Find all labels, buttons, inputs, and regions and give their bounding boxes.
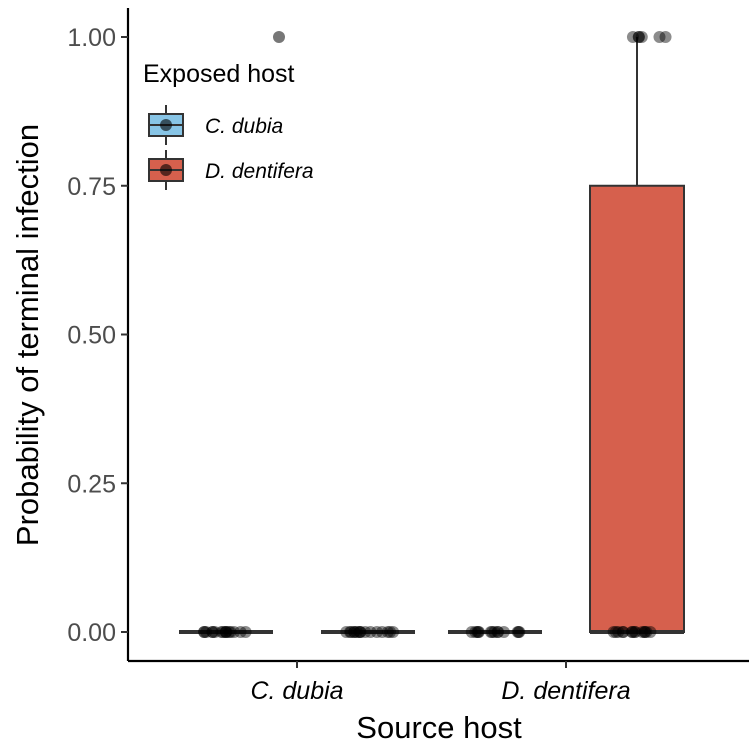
data-point <box>472 626 485 638</box>
data-point <box>465 626 478 638</box>
data-point <box>616 626 629 638</box>
data-point <box>198 626 211 638</box>
data-point <box>359 626 372 638</box>
legend-item: C. dubia <box>148 105 283 145</box>
data-point <box>354 626 367 638</box>
box-group <box>179 31 285 638</box>
data-point <box>609 626 622 638</box>
data-point <box>626 31 639 43</box>
data-point <box>612 626 625 638</box>
data-point <box>626 626 639 638</box>
legend-point <box>160 119 172 131</box>
data-point <box>376 626 389 638</box>
data-point <box>659 31 672 43</box>
y-tick-label: 0.00 <box>67 619 116 647</box>
data-point <box>224 626 237 638</box>
data-point <box>638 626 651 638</box>
data-point <box>364 626 377 638</box>
data-point <box>471 626 484 638</box>
data-point <box>198 626 211 638</box>
data-point <box>228 626 241 638</box>
data-point <box>512 626 525 638</box>
data-point <box>628 626 641 638</box>
data-point <box>223 626 236 638</box>
data-point <box>632 31 645 43</box>
x-tick-label: D. dentifera <box>501 677 630 705</box>
plot-area <box>179 31 685 638</box>
data-point <box>484 626 497 638</box>
data-point <box>215 626 228 638</box>
y-tick-label: 0.25 <box>67 470 116 498</box>
box-group <box>321 626 415 638</box>
data-point <box>497 626 510 638</box>
data-point <box>491 626 504 638</box>
legend: Exposed host C. dubia D. dentifera <box>143 60 314 190</box>
data-point <box>344 626 357 638</box>
data-point <box>370 626 383 638</box>
x-axis-title: Source host <box>356 710 522 744</box>
data-point <box>617 626 630 638</box>
box-group <box>589 31 685 638</box>
data-point <box>653 31 666 43</box>
legend-label: D. dentifera <box>205 160 314 183</box>
data-point <box>219 626 232 638</box>
data-point <box>381 626 394 638</box>
data-point <box>469 626 482 638</box>
data-point <box>234 626 247 638</box>
data-point <box>239 626 252 638</box>
box <box>589 184 685 633</box>
data-point <box>206 626 219 638</box>
legend-label: C. dubia <box>205 115 283 138</box>
box-group <box>448 626 542 638</box>
data-point <box>644 626 657 638</box>
data-point <box>353 626 366 638</box>
data-point <box>220 626 233 638</box>
data-point <box>200 626 213 638</box>
y-tick-label: 1.00 <box>67 24 116 52</box>
data-point <box>638 626 651 638</box>
data-point <box>640 626 653 638</box>
legend-item: D. dentifera <box>148 150 314 190</box>
data-point <box>348 626 361 638</box>
data-point <box>208 626 221 638</box>
data-point <box>206 626 219 638</box>
outlier-point <box>273 31 285 43</box>
data-point <box>472 626 485 638</box>
data-point <box>625 626 638 638</box>
y-tick-label: 0.50 <box>67 322 116 350</box>
data-point <box>384 626 397 638</box>
data-point <box>492 626 505 638</box>
data-point <box>348 626 361 638</box>
data-point <box>636 626 649 638</box>
y-tick-label: 0.75 <box>67 173 116 201</box>
data-point <box>513 626 526 638</box>
data-point <box>486 626 499 638</box>
data-point <box>344 626 357 638</box>
data-point <box>511 626 524 638</box>
data-point <box>340 626 353 638</box>
data-point <box>217 626 230 638</box>
data-point <box>387 626 400 638</box>
data-point <box>350 626 363 638</box>
legend-point <box>160 164 172 176</box>
axes: 0.00 0.25 0.50 0.75 1.00 C. dubia D. dentifera <box>67 8 749 705</box>
data-point <box>219 626 232 638</box>
data-point <box>488 626 501 638</box>
data-point <box>607 626 620 638</box>
data-point <box>354 626 367 638</box>
data-point <box>635 31 648 43</box>
legend-title: Exposed host <box>143 60 295 88</box>
y-axis-title: Probability of terminal infection <box>10 124 45 546</box>
data-point <box>629 626 642 638</box>
x-tick-label: C. dubia <box>250 677 343 705</box>
data-point <box>632 31 645 43</box>
